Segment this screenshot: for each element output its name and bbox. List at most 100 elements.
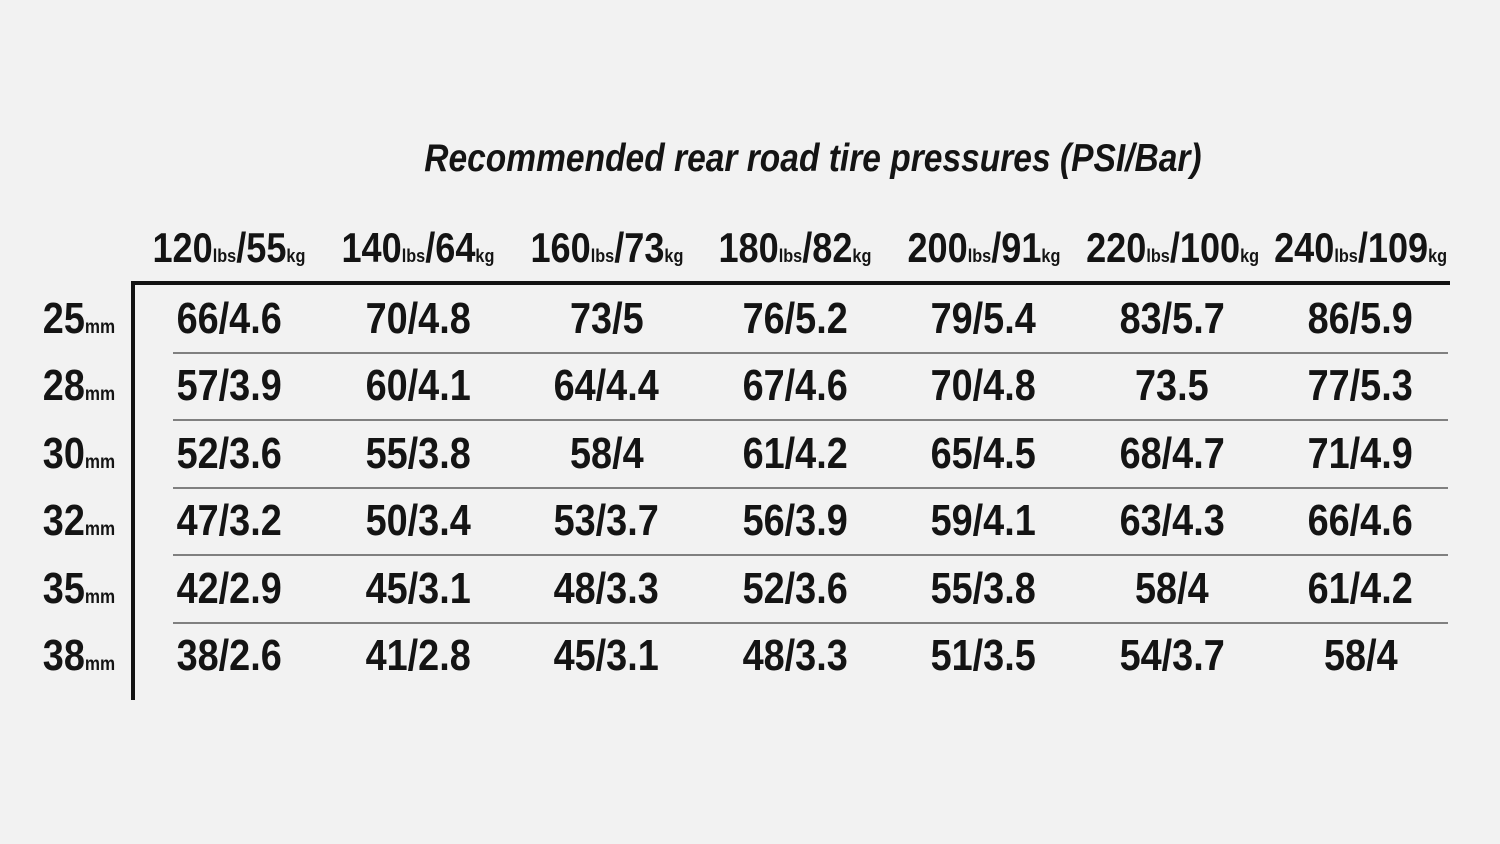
table-row-38mm: 38mm 38/2.6 41/2.8 45/3.1 48/3.3 51/3.5 54/3.7… — [43, 622, 1455, 691]
pressure-cell: 41/2.8 — [324, 623, 513, 691]
unit-label: mm — [84, 450, 115, 473]
pressure-value: 45/3.1 — [553, 631, 660, 681]
pressure-cell: 61/4.2 — [1266, 555, 1455, 623]
pressure-value: 86/5.9 — [1308, 293, 1414, 343]
pressure-cell: 68/4.7 — [1078, 420, 1267, 488]
pressure-value: 45/3.1 — [365, 563, 471, 613]
unit-label: kg — [286, 246, 306, 267]
column-header-240lbs: 240lbs/109kg — [1266, 215, 1455, 281]
pressure-cell: 54/3.7 — [1078, 623, 1267, 691]
table-row-32mm: 32mm 47/3.2 50/3.4 53/3.7 56/3.9 59/4.1 63/4.3… — [43, 487, 1455, 556]
unit-label: lbs — [1334, 246, 1358, 267]
pressure-value: 73/5 — [569, 293, 644, 343]
pressure-value: 51/3.5 — [930, 631, 1037, 681]
pressure-cell: 70/4.8 — [889, 353, 1078, 421]
pressure-cell: 52/3.6 — [135, 420, 324, 488]
column-header-180lbs: 180lbs/82kg — [701, 215, 890, 281]
pressure-value: 48/3.3 — [553, 563, 660, 613]
pressure-value: 58/4 — [1135, 563, 1209, 613]
column-header-text: 200lbs/91kg — [907, 224, 1060, 271]
row-header-text: 25mm — [42, 293, 115, 343]
pressure-cell: 61/4.2 — [701, 420, 890, 488]
pressure-value: 50/3.4 — [365, 496, 471, 546]
unit-label: kg — [852, 246, 872, 267]
table-row-25mm: 25mm 66/4.6 70/4.8 73/5 76/5.2 79/5.4 83/5.7 86… — [43, 285, 1455, 353]
unit-label: mm — [84, 518, 115, 541]
pressure-cell: 47/3.2 — [135, 488, 324, 556]
pressure-cell: 60/4.1 — [324, 353, 513, 421]
pressure-value: 60/4.1 — [365, 361, 471, 411]
pressure-value: 73.5 — [1135, 361, 1209, 411]
column-header-120lbs: 120lbs/55kg — [135, 215, 324, 281]
pressure-cell: 58/4 — [1266, 623, 1455, 691]
pressure-cell: 52/3.6 — [701, 555, 890, 623]
pressure-value: 67/4.6 — [742, 361, 848, 411]
pressure-cell: 45/3.1 — [324, 555, 513, 623]
pressure-cell: 59/4.1 — [889, 488, 1078, 556]
pressure-value: 58/4 — [1323, 631, 1398, 681]
row-header-25mm: 25mm — [43, 285, 135, 353]
pressure-cell: 79/5.4 — [889, 285, 1078, 353]
pressure-value: 79/5.4 — [930, 293, 1037, 343]
unit-label: kg — [1428, 246, 1448, 267]
pressure-value: 70/4.8 — [365, 293, 471, 343]
pressure-value: 38/2.6 — [176, 631, 282, 681]
table-row-28mm: 28mm 57/3.9 60/4.1 64/4.4 67/4.6 70/4.8 73.5 77… — [43, 352, 1455, 421]
unit-label: kg — [475, 246, 495, 267]
header-row: 120lbs/55kg 140lbs/64kg 160lbs/73kg 180lbs/… — [55, 215, 1455, 281]
table-title: Recommended rear road tire pressures (PS… — [55, 136, 1455, 181]
pressure-value: 42/2.9 — [176, 563, 282, 613]
column-header-text: 120lbs/55kg — [152, 224, 306, 271]
pressure-value: 54/3.7 — [1119, 631, 1225, 681]
pressure-value: 56/3.9 — [742, 496, 848, 546]
row-header-30mm: 30mm — [43, 420, 135, 488]
unit-label: lbs — [213, 246, 237, 267]
pressure-cell: 42/2.9 — [135, 555, 324, 623]
row-header-text: 28mm — [42, 361, 115, 411]
pressure-cell: 83/5.7 — [1078, 285, 1267, 353]
unit-label: kg — [1239, 246, 1259, 267]
pressure-cell: 73.5 — [1078, 353, 1267, 421]
pressure-cell: 70/4.8 — [324, 285, 513, 353]
pressure-cell: 64/4.4 — [512, 353, 701, 421]
pressure-cell: 48/3.3 — [701, 623, 890, 691]
row-header-text: 35mm — [42, 563, 115, 613]
pressure-value: 65/4.5 — [930, 428, 1037, 478]
tire-pressure-table: 120lbs/55kg 140lbs/64kg 160lbs/73kg 180lbs/… — [43, 215, 1455, 700]
row-header-38mm: 38mm — [43, 622, 135, 690]
pressure-cell: 63/4.3 — [1078, 488, 1267, 556]
column-header-200lbs: 200lbs/91kg — [889, 215, 1078, 281]
table-row-30mm: 30mm 52/3.6 55/3.8 58/4 61/4.2 65/4.5 68/4.7 71… — [43, 420, 1455, 488]
column-header-220lbs: 220lbs/100kg — [1078, 215, 1267, 281]
pressure-cell: 48/3.3 — [512, 555, 701, 623]
column-header-160lbs: 160lbs/73kg — [512, 215, 701, 281]
unit-label: kg — [1041, 246, 1060, 267]
pressure-cell: 58/4 — [512, 420, 701, 488]
pressure-cell: 55/3.8 — [889, 555, 1078, 623]
column-header-text: 160lbs/73kg — [529, 224, 683, 271]
row-header-text: 38mm — [42, 631, 115, 681]
table-title-text: Recommended rear road tire pressures (PS… — [423, 137, 1202, 180]
row-header-text: 30mm — [42, 428, 115, 478]
pressure-cell: 45/3.1 — [512, 623, 701, 691]
pressure-cell: 57/3.9 — [135, 353, 324, 421]
pressure-value: 57/3.9 — [176, 361, 282, 411]
pressure-cell: 66/4.6 — [135, 285, 324, 353]
pressure-value: 68/4.7 — [1119, 428, 1225, 478]
pressure-value: 70/4.8 — [930, 361, 1037, 411]
column-header-text: 240lbs/109kg — [1274, 224, 1448, 271]
column-header-text: 140lbs/64kg — [341, 224, 495, 271]
unit-label: kg — [663, 246, 683, 267]
pressure-cell: 55/3.8 — [324, 420, 513, 488]
corner-spacer — [55, 215, 135, 281]
pressure-cell: 50/3.4 — [324, 488, 513, 556]
pressure-cell: 86/5.9 — [1266, 285, 1455, 353]
row-header-35mm: 35mm — [43, 555, 135, 623]
pressure-value: 66/4.6 — [176, 293, 282, 343]
pressure-value: 77/5.3 — [1308, 361, 1414, 411]
unit-label: lbs — [967, 246, 991, 267]
column-header-text: 180lbs/82kg — [718, 224, 872, 271]
pressure-value: 52/3.6 — [176, 428, 282, 478]
pressure-value: 48/3.3 — [742, 631, 848, 681]
table-body: 25mm 66/4.6 70/4.8 73/5 76/5.2 79/5.4 83/5.7 86… — [43, 281, 1455, 700]
